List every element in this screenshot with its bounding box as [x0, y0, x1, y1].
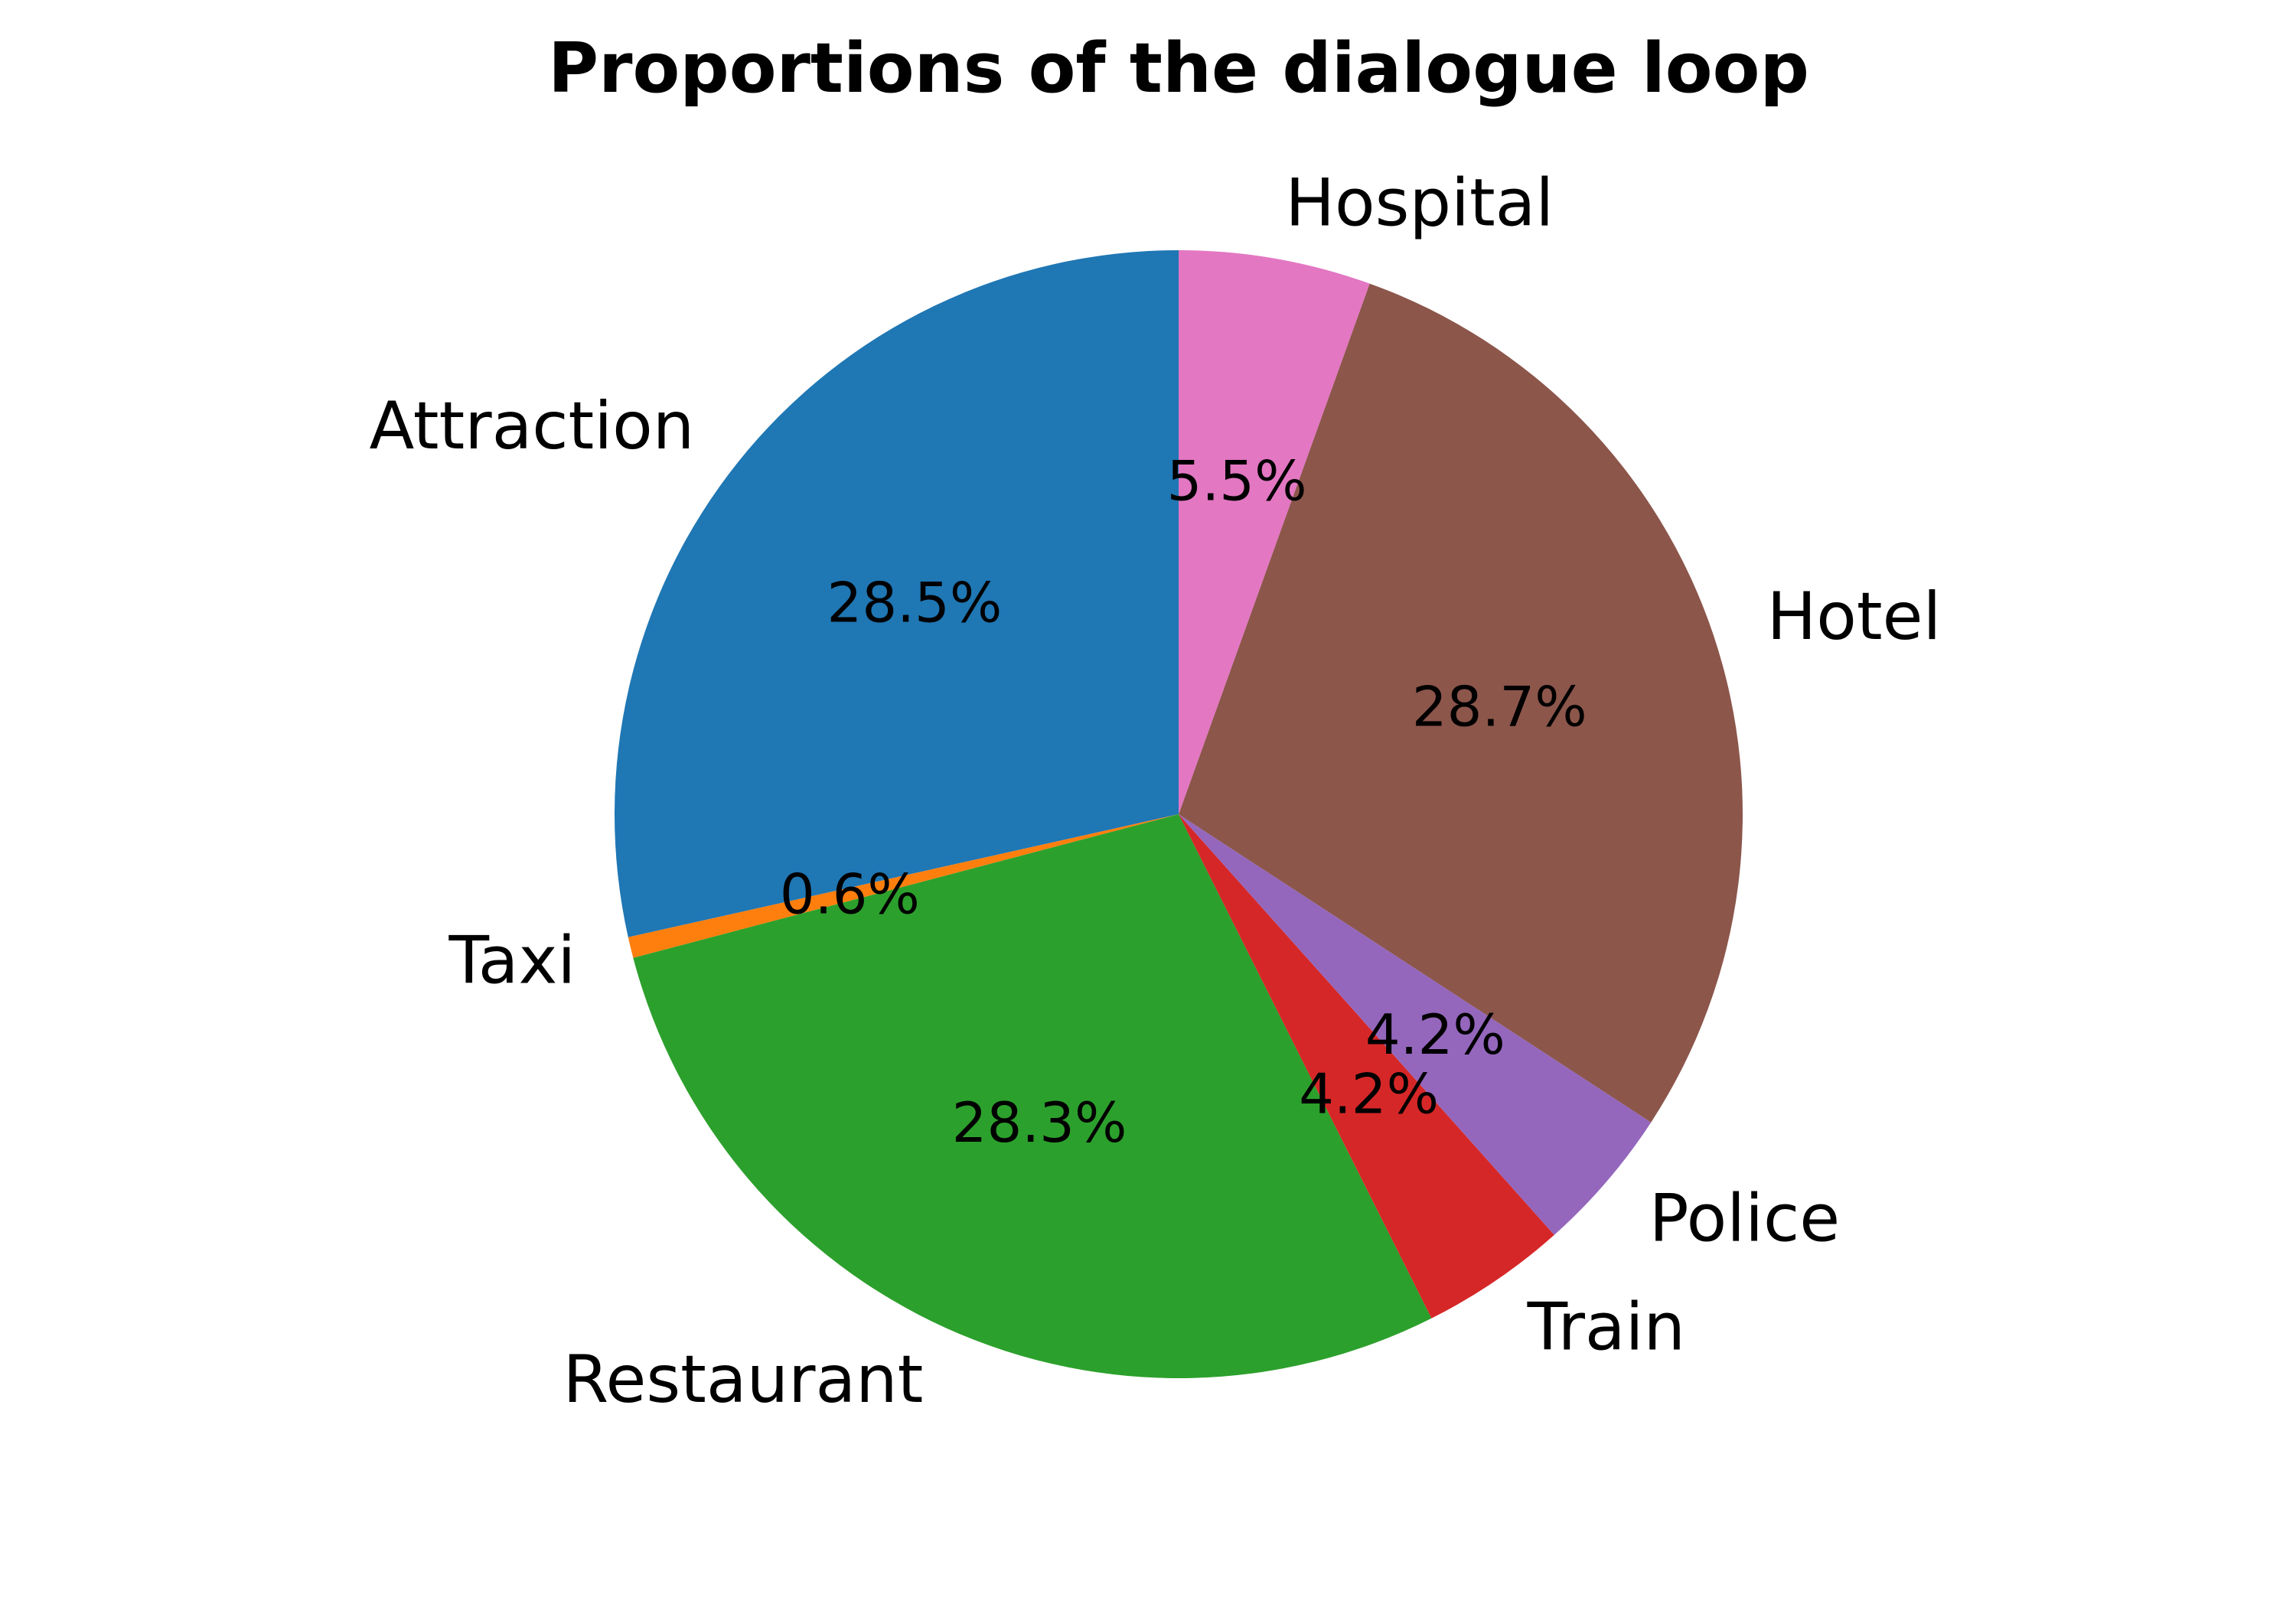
- pie-slice-taxi: [628, 814, 1179, 958]
- pie-slice-train: [1179, 814, 1554, 1319]
- pie-slice-attraction: [614, 250, 1179, 937]
- pie-category-label-hospital: Hospital: [1285, 165, 1554, 241]
- pie-category-label-hotel: Hotel: [1767, 579, 1942, 655]
- pie-percent-label-attraction: 28.5%: [827, 571, 1003, 635]
- pie-slice-restaurant: [633, 814, 1432, 1378]
- pie-slice-hospital: [1179, 250, 1370, 814]
- pie-category-label-train: Train: [1527, 1289, 1685, 1366]
- pie-percent-label-restaurant: 28.3%: [952, 1090, 1127, 1155]
- pie-category-label-attraction: Attraction: [369, 388, 694, 464]
- pie-percent-label-taxi: 0.6%: [780, 862, 920, 927]
- pie-percent-label-police: 4.2%: [1365, 1002, 1505, 1067]
- pie-percent-labels: 28.5% 0.6% 28.3% 4.2%4.2% 28.7% 5.5%: [780, 448, 1587, 1155]
- pie-percent-label-hotel: 28.7%: [1412, 674, 1587, 738]
- pie-category-label-restaurant: Restaurant: [563, 1341, 924, 1418]
- pie-slice-hotel: [1179, 283, 1743, 1123]
- pie-category-labels: Attraction Taxi Restaurant Train Police Hotel…: [369, 165, 1941, 1418]
- pie-percent-label-hospital: 5.5%: [1167, 448, 1307, 513]
- pie-category-label-taxi: Taxi: [448, 923, 576, 999]
- pie-slice-police: [1179, 814, 1652, 1235]
- pie-percent-label-train: 4.2%: [1299, 1062, 1439, 1126]
- pie-category-label-police: Police: [1649, 1180, 1840, 1257]
- pie-slices: [614, 250, 1743, 1378]
- chart-title: Proportions of the dialogue loop: [548, 28, 1809, 109]
